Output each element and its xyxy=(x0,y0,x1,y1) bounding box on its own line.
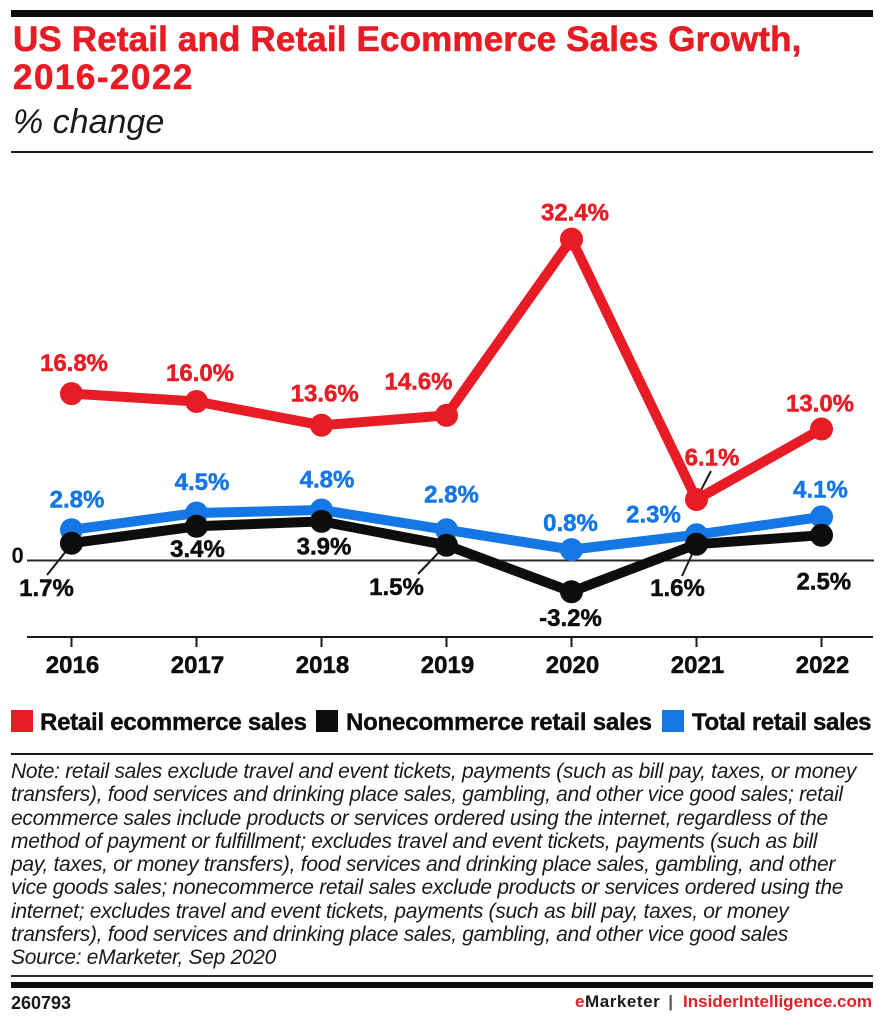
svg-text:2018: 2018 xyxy=(296,652,349,679)
svg-text:32.4%: 32.4% xyxy=(541,200,609,227)
svg-text:2020: 2020 xyxy=(546,652,599,679)
svg-text:2.5%: 2.5% xyxy=(796,569,851,596)
svg-text:2022: 2022 xyxy=(796,652,849,679)
svg-text:3.9%: 3.9% xyxy=(297,534,352,561)
svg-text:2019: 2019 xyxy=(421,652,474,679)
svg-text:1.7%: 1.7% xyxy=(19,575,74,602)
svg-text:13.6%: 13.6% xyxy=(291,381,359,408)
svg-text:16.0%: 16.0% xyxy=(166,360,234,387)
svg-text:14.6%: 14.6% xyxy=(384,369,452,396)
svg-text:2017: 2017 xyxy=(171,652,224,679)
svg-text:16.8%: 16.8% xyxy=(40,350,108,377)
svg-text:2.3%: 2.3% xyxy=(626,502,681,529)
svg-text:2016: 2016 xyxy=(46,652,99,679)
svg-text:-3.2%: -3.2% xyxy=(539,605,602,632)
svg-text:0: 0 xyxy=(11,543,23,568)
svg-text:6.1%: 6.1% xyxy=(685,445,740,472)
svg-text:1.6%: 1.6% xyxy=(650,575,705,602)
svg-text:4.5%: 4.5% xyxy=(175,469,230,496)
svg-text:2.8%: 2.8% xyxy=(50,487,105,514)
svg-text:4.1%: 4.1% xyxy=(793,477,848,504)
svg-text:3.4%: 3.4% xyxy=(170,536,225,563)
svg-text:4.8%: 4.8% xyxy=(300,467,355,494)
svg-text:1.5%: 1.5% xyxy=(369,574,424,601)
svg-text:0.8%: 0.8% xyxy=(543,510,598,537)
svg-text:2021: 2021 xyxy=(671,652,724,679)
svg-text:2.8%: 2.8% xyxy=(424,482,479,509)
svg-text:13.0%: 13.0% xyxy=(786,391,854,418)
